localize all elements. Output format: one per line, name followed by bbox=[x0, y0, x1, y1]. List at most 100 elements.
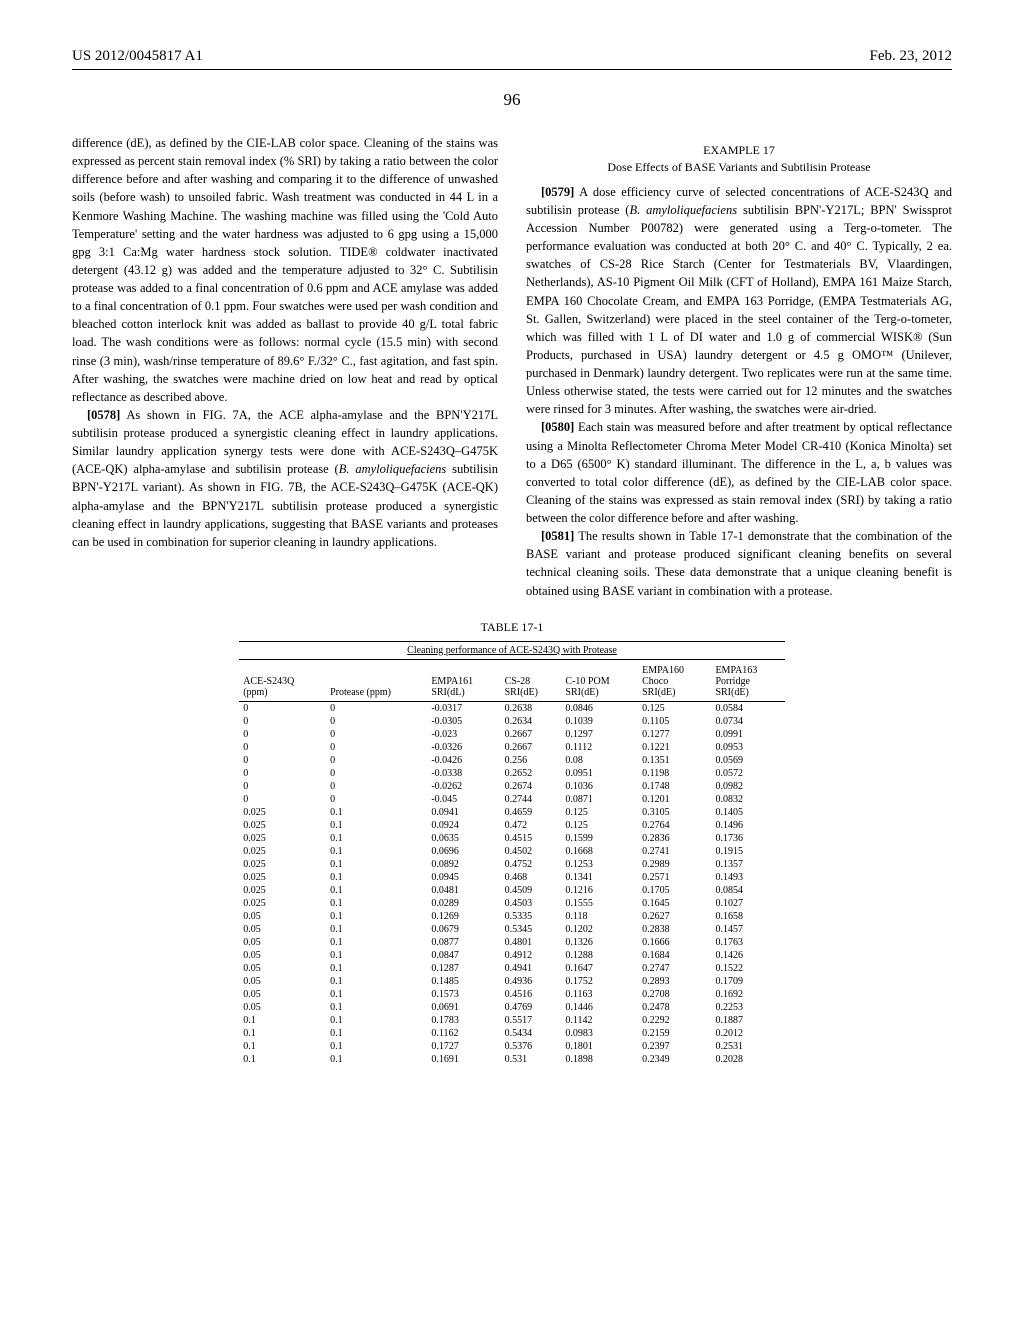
table-cell: 0.1 bbox=[326, 1014, 427, 1027]
table-cell: 0.2667 bbox=[501, 728, 562, 741]
table-row: 0.10.10.11620.54340.09830.21590.2012 bbox=[239, 1027, 785, 1040]
table-cell: 0.1 bbox=[326, 1027, 427, 1040]
table-cell: 0.1599 bbox=[561, 832, 638, 845]
table-cell: 0.2747 bbox=[638, 962, 711, 975]
table-cell: 0.1727 bbox=[427, 1040, 500, 1053]
table-cell: 0.2638 bbox=[501, 701, 562, 715]
table-cell: -0.0338 bbox=[427, 767, 500, 780]
table-cell: 0.1 bbox=[326, 845, 427, 858]
table-cell: 0 bbox=[326, 741, 427, 754]
body-para: [0579] A dose efficiency curve of select… bbox=[526, 183, 952, 419]
table-cell: 0.0877 bbox=[427, 936, 500, 949]
table-cell: 0.118 bbox=[561, 910, 638, 923]
table-cell: 0.2397 bbox=[638, 1040, 711, 1053]
table-cell: 0.1887 bbox=[711, 1014, 784, 1027]
table-cell: -0.0305 bbox=[427, 715, 500, 728]
table-cell: 0 bbox=[239, 715, 326, 728]
table-cell: 0.2893 bbox=[638, 975, 711, 988]
table-row: 0.0250.10.06960.45020.16680.27410.1915 bbox=[239, 845, 785, 858]
table-cell: 0.5335 bbox=[501, 910, 562, 923]
table-cell: 0.1 bbox=[239, 1027, 326, 1040]
table-cell: 0.1 bbox=[326, 819, 427, 832]
table-cell: 0.1036 bbox=[561, 780, 638, 793]
example-title: EXAMPLE 17 bbox=[526, 142, 952, 159]
table-cell: 0.2652 bbox=[501, 767, 562, 780]
table-cell: 0.1691 bbox=[427, 1053, 500, 1066]
table-cell: 0.4509 bbox=[501, 884, 562, 897]
table-cell: 0.1163 bbox=[561, 988, 638, 1001]
table-body: 00-0.03170.26380.08460.1250.058400-0.030… bbox=[239, 701, 785, 1066]
table-cell: 0.1105 bbox=[638, 715, 711, 728]
table-cell: 0.0635 bbox=[427, 832, 500, 845]
table-row: 0.050.10.06790.53450.12020.28380.1457 bbox=[239, 923, 785, 936]
table-cell: 0.1253 bbox=[561, 858, 638, 871]
table-cell: 0.3105 bbox=[638, 806, 711, 819]
table-cell: 0.1288 bbox=[561, 949, 638, 962]
table-cell: 0 bbox=[326, 728, 427, 741]
table-col-header: Protease (ppm) bbox=[326, 659, 427, 701]
body-text: subtilisin BPN'-Y217L; BPN' Swissprot Ac… bbox=[526, 203, 952, 416]
table-row: 0.0250.10.09410.46590.1250.31050.1405 bbox=[239, 806, 785, 819]
table-cell: 0.2741 bbox=[638, 845, 711, 858]
table-cell: 0.05 bbox=[239, 949, 326, 962]
table-cell: 0.1221 bbox=[638, 741, 711, 754]
body-text: The results shown in Table 17-1 demonstr… bbox=[526, 529, 952, 597]
table-cell: 0.472 bbox=[501, 819, 562, 832]
table-cell: 0.2667 bbox=[501, 741, 562, 754]
table-cell: 0.1 bbox=[326, 858, 427, 871]
table-row: 0.10.10.17270.53760.18010.23970.2531 bbox=[239, 1040, 785, 1053]
table-cell: 0.1326 bbox=[561, 936, 638, 949]
table-cell: 0.025 bbox=[239, 858, 326, 871]
table-row: 00-0.02620.26740.10360.17480.0982 bbox=[239, 780, 785, 793]
table-cell: 0.05 bbox=[239, 1001, 326, 1014]
table-cell: 0.1555 bbox=[561, 897, 638, 910]
table-cell: 0.1 bbox=[326, 897, 427, 910]
table-cell: 0.1297 bbox=[561, 728, 638, 741]
table-cell: 0.468 bbox=[501, 871, 562, 884]
table-cell: 0.1658 bbox=[711, 910, 784, 923]
table-cell: 0.256 bbox=[501, 754, 562, 767]
table-cell: 0.0871 bbox=[561, 793, 638, 806]
table-cell: 0 bbox=[239, 741, 326, 754]
table-cell: 0.2531 bbox=[711, 1040, 784, 1053]
table-cell: 0.1801 bbox=[561, 1040, 638, 1053]
table-row: 0.0250.10.02890.45030.15550.16450.1027 bbox=[239, 897, 785, 910]
table-cell: 0 bbox=[326, 701, 427, 715]
table-cell: 0.0481 bbox=[427, 884, 500, 897]
table-cell: 0 bbox=[239, 767, 326, 780]
table-cell: 0.1 bbox=[326, 923, 427, 936]
table-cell: 0.1 bbox=[326, 1053, 427, 1066]
table-cell: 0.2836 bbox=[638, 832, 711, 845]
table-cell: 0.1898 bbox=[561, 1053, 638, 1066]
table-cell: 0.0983 bbox=[561, 1027, 638, 1040]
table-cell: 0.0953 bbox=[711, 741, 784, 754]
table-cell: 0.1668 bbox=[561, 845, 638, 858]
table-row: 0.050.10.08470.49120.12880.16840.1426 bbox=[239, 949, 785, 962]
table-cell: 0.1405 bbox=[711, 806, 784, 819]
table-cell: 0.1198 bbox=[638, 767, 711, 780]
table-header-row: ACE-S243Q(ppm)Protease (ppm)EMPA161SRI(d… bbox=[239, 659, 785, 701]
table-cell: 0.4502 bbox=[501, 845, 562, 858]
table-cell: 0.125 bbox=[561, 806, 638, 819]
table-cell: 0.1 bbox=[239, 1014, 326, 1027]
data-table: Cleaning performance of ACE-S243Q with P… bbox=[239, 641, 785, 1066]
table-cell: 0.531 bbox=[501, 1053, 562, 1066]
table-row: 00-0.03050.26340.10390.11050.0734 bbox=[239, 715, 785, 728]
table-cell: 0.1 bbox=[326, 962, 427, 975]
table-cell: 0.4515 bbox=[501, 832, 562, 845]
table-cell: 0.1666 bbox=[638, 936, 711, 949]
table-cell: 0.2478 bbox=[638, 1001, 711, 1014]
table-cell: 0.1 bbox=[326, 975, 427, 988]
table-cell: 0 bbox=[326, 754, 427, 767]
table-cell: 0.1705 bbox=[638, 884, 711, 897]
table-cell: 0.05 bbox=[239, 962, 326, 975]
table-cell: 0.0679 bbox=[427, 923, 500, 936]
table-cell: 0.2627 bbox=[638, 910, 711, 923]
table-cell: 0.2159 bbox=[638, 1027, 711, 1040]
table-cell: 0.1 bbox=[326, 806, 427, 819]
table-cell: 0.5345 bbox=[501, 923, 562, 936]
table-row: 0.050.10.14850.49360.17520.28930.1709 bbox=[239, 975, 785, 988]
table-cell: 0.1485 bbox=[427, 975, 500, 988]
table-row: 0.0250.10.09450.4680.13410.25710.1493 bbox=[239, 871, 785, 884]
table-cell: 0.2838 bbox=[638, 923, 711, 936]
